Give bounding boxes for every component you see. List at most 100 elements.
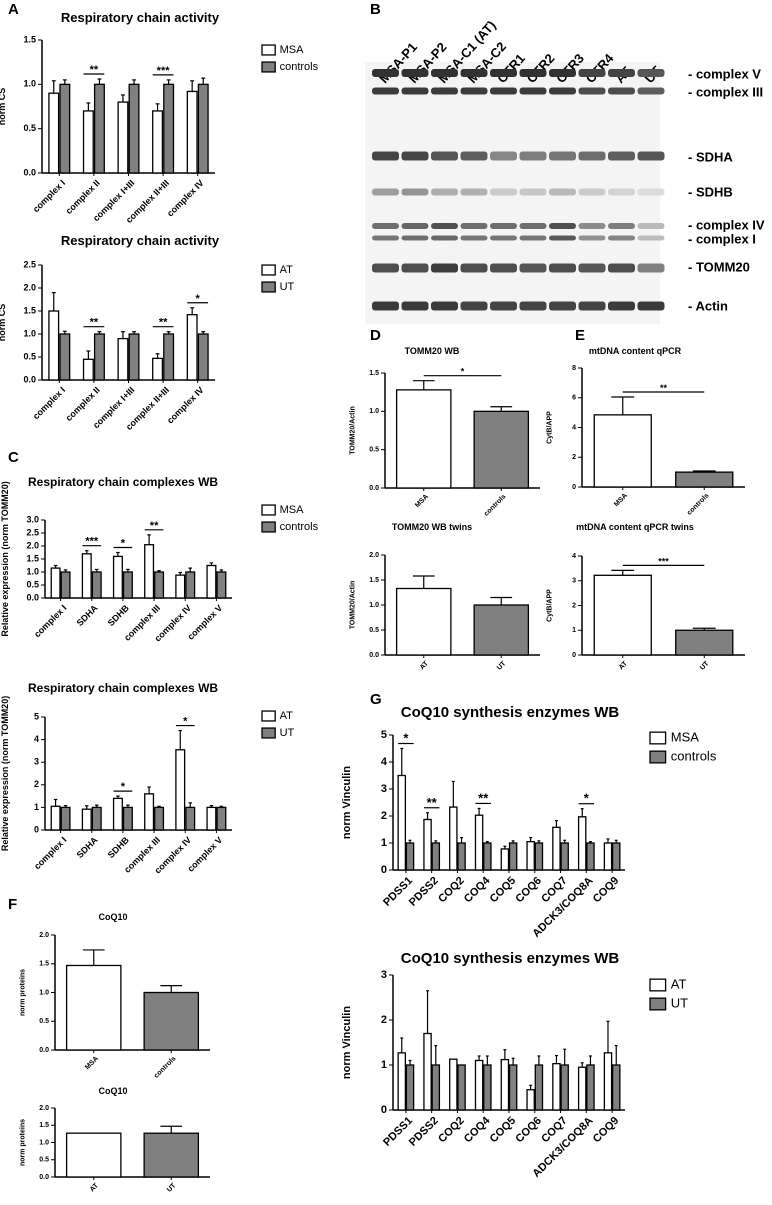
error-bar [126, 804, 130, 808]
significance-label: * [461, 367, 465, 377]
bar [128, 333, 140, 381]
blot-band [578, 223, 606, 229]
y-tick-label: 1 [381, 1059, 387, 1071]
blot-band [578, 87, 606, 95]
bar [122, 571, 133, 599]
error-bar [53, 798, 58, 807]
y-tick-label: 3 [572, 578, 576, 585]
y-tick-label: 4 [34, 734, 39, 744]
legend-label: MSA [280, 504, 305, 516]
blot-band [578, 235, 606, 241]
y-tick-label: 2.5 [26, 527, 39, 537]
legend-swatch [261, 264, 276, 276]
error-bar [408, 839, 412, 843]
error-bar [692, 470, 716, 473]
error-bar [400, 747, 404, 776]
bar [593, 574, 652, 656]
x-tick-label: UT [496, 660, 508, 672]
bar [60, 806, 71, 831]
blot-band [578, 263, 606, 273]
bar [603, 842, 613, 871]
chart-title: mtDNA content qPCR [589, 346, 682, 356]
blot-band [401, 301, 429, 311]
error-bar [209, 804, 214, 808]
significance-label: * [403, 731, 409, 746]
error-bar [490, 596, 513, 605]
y-axis-label: norm Vinculin [341, 766, 353, 839]
significance-label: * [196, 293, 201, 305]
error-bar [611, 396, 635, 415]
error-bar [97, 331, 102, 334]
bar [143, 1132, 200, 1178]
error-bar [537, 840, 541, 843]
chart-title: CoQ10 [98, 912, 127, 922]
error-bar [511, 1057, 515, 1065]
bar [526, 841, 535, 871]
legend-label: MSA [671, 729, 700, 744]
error-bar [503, 1049, 507, 1060]
legend-swatch [261, 61, 276, 73]
error-bar [178, 729, 183, 750]
y-tick-label: 1.0 [39, 989, 49, 996]
blot-band [372, 263, 399, 273]
band-label: - complex IV [688, 217, 765, 232]
bar [59, 333, 71, 381]
panel-label: C [8, 449, 19, 466]
error-bar [426, 990, 429, 1034]
x-tick-label: PDSS2 [407, 875, 441, 909]
error-bar [503, 845, 507, 849]
error-bar [563, 1048, 567, 1065]
error-bar [201, 77, 206, 85]
blot-band [460, 301, 488, 311]
legend-swatch [261, 281, 276, 293]
error-bar [511, 840, 515, 843]
legend-label: UT [280, 727, 295, 739]
error-bar [53, 564, 58, 569]
blot-band [460, 87, 488, 95]
error-bar [529, 836, 533, 842]
y-tick-label: 0.5 [39, 1157, 49, 1164]
x-tick-label: controls [483, 493, 508, 518]
bar [152, 357, 164, 381]
bar [216, 571, 227, 599]
y-tick-label: 0 [381, 1104, 387, 1116]
blot-band [431, 263, 458, 273]
error-bar [190, 80, 195, 92]
error-bar [589, 841, 592, 843]
bar [449, 1058, 458, 1111]
bar [185, 571, 196, 599]
blot-band [401, 188, 429, 196]
x-tick-label: PDSS2 [407, 1115, 441, 1149]
y-tick-label: 3 [34, 757, 39, 767]
x-tick-label: COQ9 [591, 875, 622, 906]
bar [185, 806, 196, 831]
x-tick-label: UT [699, 660, 711, 672]
y-tick-label: 2.0 [26, 540, 39, 550]
x-tick-label: AT [419, 660, 431, 672]
error-bar [166, 79, 171, 85]
error-bar [614, 839, 618, 843]
blot-band [637, 188, 665, 196]
significance-label: * [121, 538, 126, 550]
panel-label: F [8, 896, 17, 913]
chart-title: TOMM20 WB [405, 346, 460, 356]
bar [483, 1064, 492, 1111]
y-tick-label: 0 [34, 824, 39, 834]
error-bar [160, 984, 183, 993]
significance-label: *** [658, 556, 669, 566]
bar [560, 1064, 569, 1111]
blot-band [372, 235, 399, 241]
bar [93, 333, 105, 381]
legend-swatch [261, 710, 276, 722]
y-tick-label: 0.0 [369, 485, 379, 492]
bar [144, 544, 155, 599]
error-bar [121, 331, 125, 339]
chart-title: Respiratory chain activity [61, 10, 220, 25]
bar [457, 1064, 466, 1111]
x-tick-label: COQ9 [591, 1115, 622, 1146]
y-tick-label: 5 [34, 711, 39, 721]
bar [457, 842, 466, 871]
blot-band [549, 87, 576, 95]
error-bar [692, 627, 716, 631]
